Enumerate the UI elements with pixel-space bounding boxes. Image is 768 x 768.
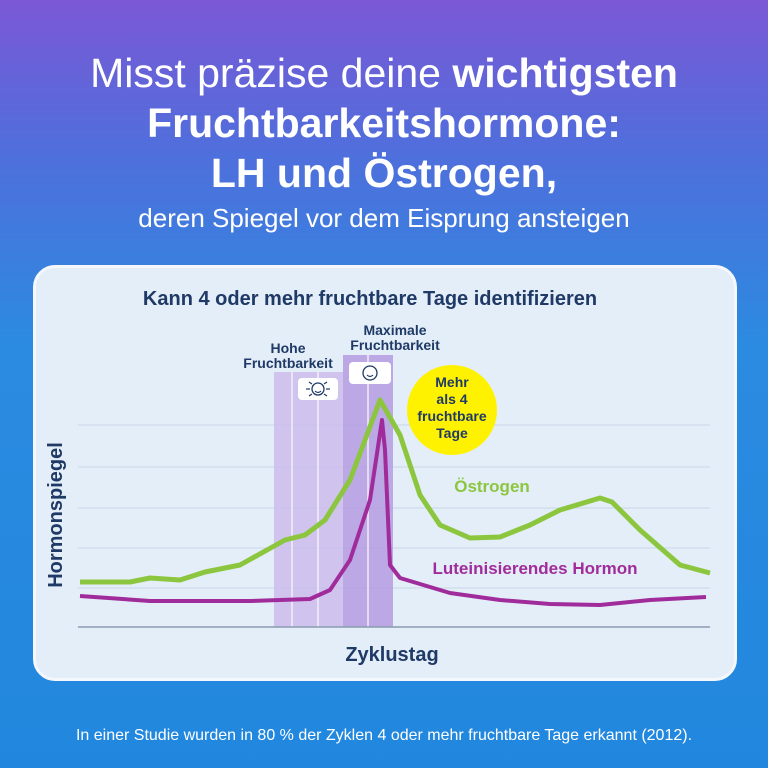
radiant-smiley-icon [298, 378, 338, 400]
svg-text:Mehr: Mehr [435, 374, 469, 390]
max-label: Maximale [363, 322, 426, 338]
estrogen-curve [80, 397, 711, 585]
footnote: In einer Studie wurden in 80 % der Zykle… [75, 727, 693, 744]
fertile-days-badge [407, 365, 497, 455]
svg-text:als 4: als 4 [436, 391, 467, 407]
smiley-icon [349, 362, 391, 384]
high-label: Hohe [271, 340, 306, 356]
title-line-1: Misst präzise deine wichtigsten [90, 50, 678, 96]
svg-text:fruchtbare: fruchtbare [417, 408, 486, 424]
max-label-2: Fruchtbarkeit [350, 337, 440, 353]
diagram-heading: Kann 4 oder mehr fruchtbare Tage identif… [143, 288, 597, 310]
subtitle: deren Spiegel vor dem Eisprung ansteigen [138, 203, 630, 233]
svg-text:Tage: Tage [436, 425, 468, 441]
estrogen-label: Östrogen [454, 477, 530, 496]
gridlines [78, 424, 710, 589]
x-axis-label: Zyklustag [345, 644, 438, 666]
title-line-3: LH und Östrogen, [210, 150, 558, 196]
lh-label: Luteinisierendes Hormon [433, 559, 638, 578]
lh-curve [79, 418, 707, 607]
high-label-2: Fruchtbarkeit [243, 355, 333, 371]
title-line-2: Fruchtbarkeitshormone: [147, 100, 621, 146]
y-axis-label: Hormonspiegel [45, 442, 67, 588]
